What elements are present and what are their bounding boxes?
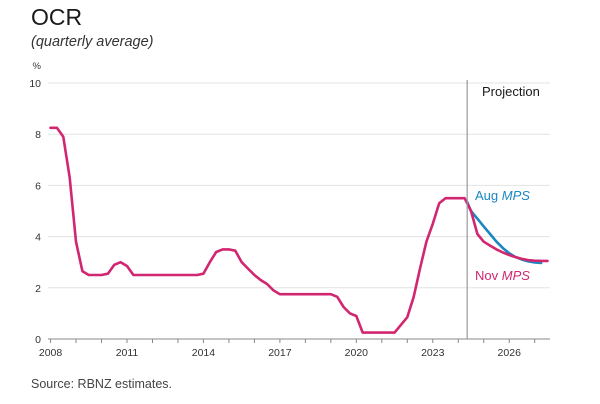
y-tick-label: 2 <box>35 283 41 295</box>
chart-subtitle: (quarterly average) <box>31 34 154 50</box>
y-axis-unit: % <box>33 61 42 72</box>
y-tick-label: 4 <box>35 232 41 244</box>
x-tick-label: 2017 <box>268 347 292 359</box>
source-note: Source: RBNZ estimates. <box>31 377 173 391</box>
x-axis: 2008 2011 2014 2017 2020 2023 2026 <box>39 338 550 359</box>
x-tick-label: 2020 <box>345 347 369 359</box>
legend-label-aug: Aug MPS <box>475 188 530 203</box>
x-tick-label: 2011 <box>116 347 139 359</box>
x-tick-label: 2023 <box>421 347 445 359</box>
x-tick-label: 2014 <box>192 347 216 359</box>
projection-label: Projection <box>482 84 540 99</box>
x-tick-label: 2008 <box>39 347 63 359</box>
y-tick-label: 0 <box>35 334 41 346</box>
y-tick-label: 6 <box>35 180 41 192</box>
y-tick-label: 10 <box>29 78 41 90</box>
y-tick-label: 8 <box>35 129 41 141</box>
x-tick-label: 2026 <box>498 347 522 359</box>
series-line-nov <box>49 126 549 334</box>
annotations: Projection Nov MPS Aug MPS <box>466 80 540 339</box>
series-lines <box>49 126 549 334</box>
legend-label-nov: Nov MPS <box>475 268 530 283</box>
y-axis-ticks: 0 2 4 6 8 10% <box>29 61 41 346</box>
chart-title: OCR <box>31 4 83 30</box>
gridlines <box>48 82 550 289</box>
